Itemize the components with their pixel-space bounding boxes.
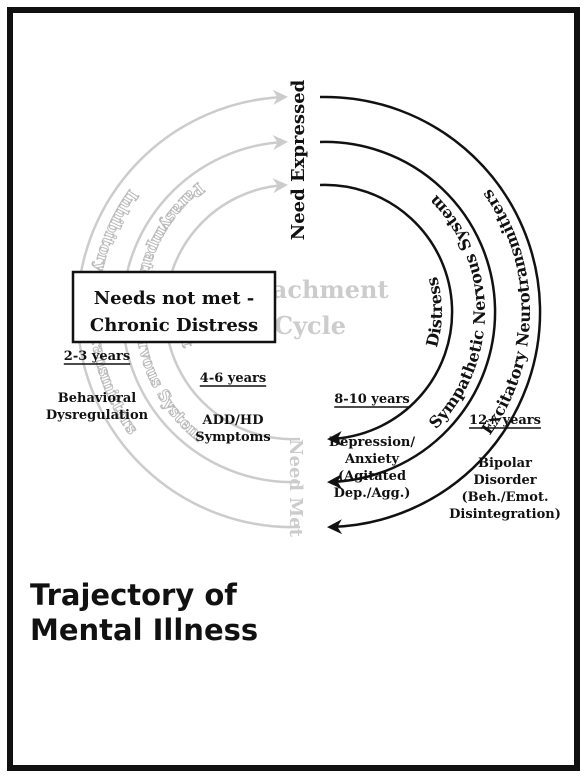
stress-arc — [319, 183, 454, 447]
stage-age: 12+ years — [469, 413, 541, 428]
center-label: Cycle — [274, 311, 346, 340]
stage-text: Dep./Agg.) — [334, 486, 411, 501]
stress-arc — [319, 95, 542, 535]
stage-text: Dysregulation — [46, 408, 149, 423]
stage-text: (Agitated — [338, 469, 406, 484]
bottom-label: Need Met — [285, 439, 306, 538]
stage-age: 8-10 years — [334, 392, 409, 407]
stage-text: (Beh./Emot. — [461, 490, 548, 505]
title: Mental Illness — [30, 613, 258, 647]
stress-arc-label: Distress — [422, 275, 446, 349]
stage-age: 4-6 years — [200, 371, 266, 386]
stage-text: Depression/ — [329, 435, 415, 450]
stage-text: Bipolar — [478, 456, 532, 471]
stage-text: Behavioral — [58, 391, 137, 406]
stress-arc-label: Distress — [422, 275, 446, 349]
stages: 2-3 years Behavioral Dysregulation 4-6 year… — [46, 349, 561, 522]
frame — [7, 7, 580, 771]
stage-text: ADD/HD — [202, 413, 264, 428]
stage-age: 2-3 years — [64, 349, 130, 364]
box-text: Needs not met - — [94, 288, 255, 309]
stage-text: Disorder — [473, 473, 536, 488]
top-label: Need Expressed — [288, 79, 309, 240]
title: Trajectory of — [30, 578, 237, 612]
stage-text: Anxiety — [344, 452, 400, 467]
stage-text: Disintegration) — [449, 507, 561, 522]
box — [71, 270, 277, 344]
stage-text: Symptoms — [195, 430, 271, 445]
stress-arc — [319, 140, 497, 490]
box-text: Chronic Distress — [90, 315, 258, 336]
